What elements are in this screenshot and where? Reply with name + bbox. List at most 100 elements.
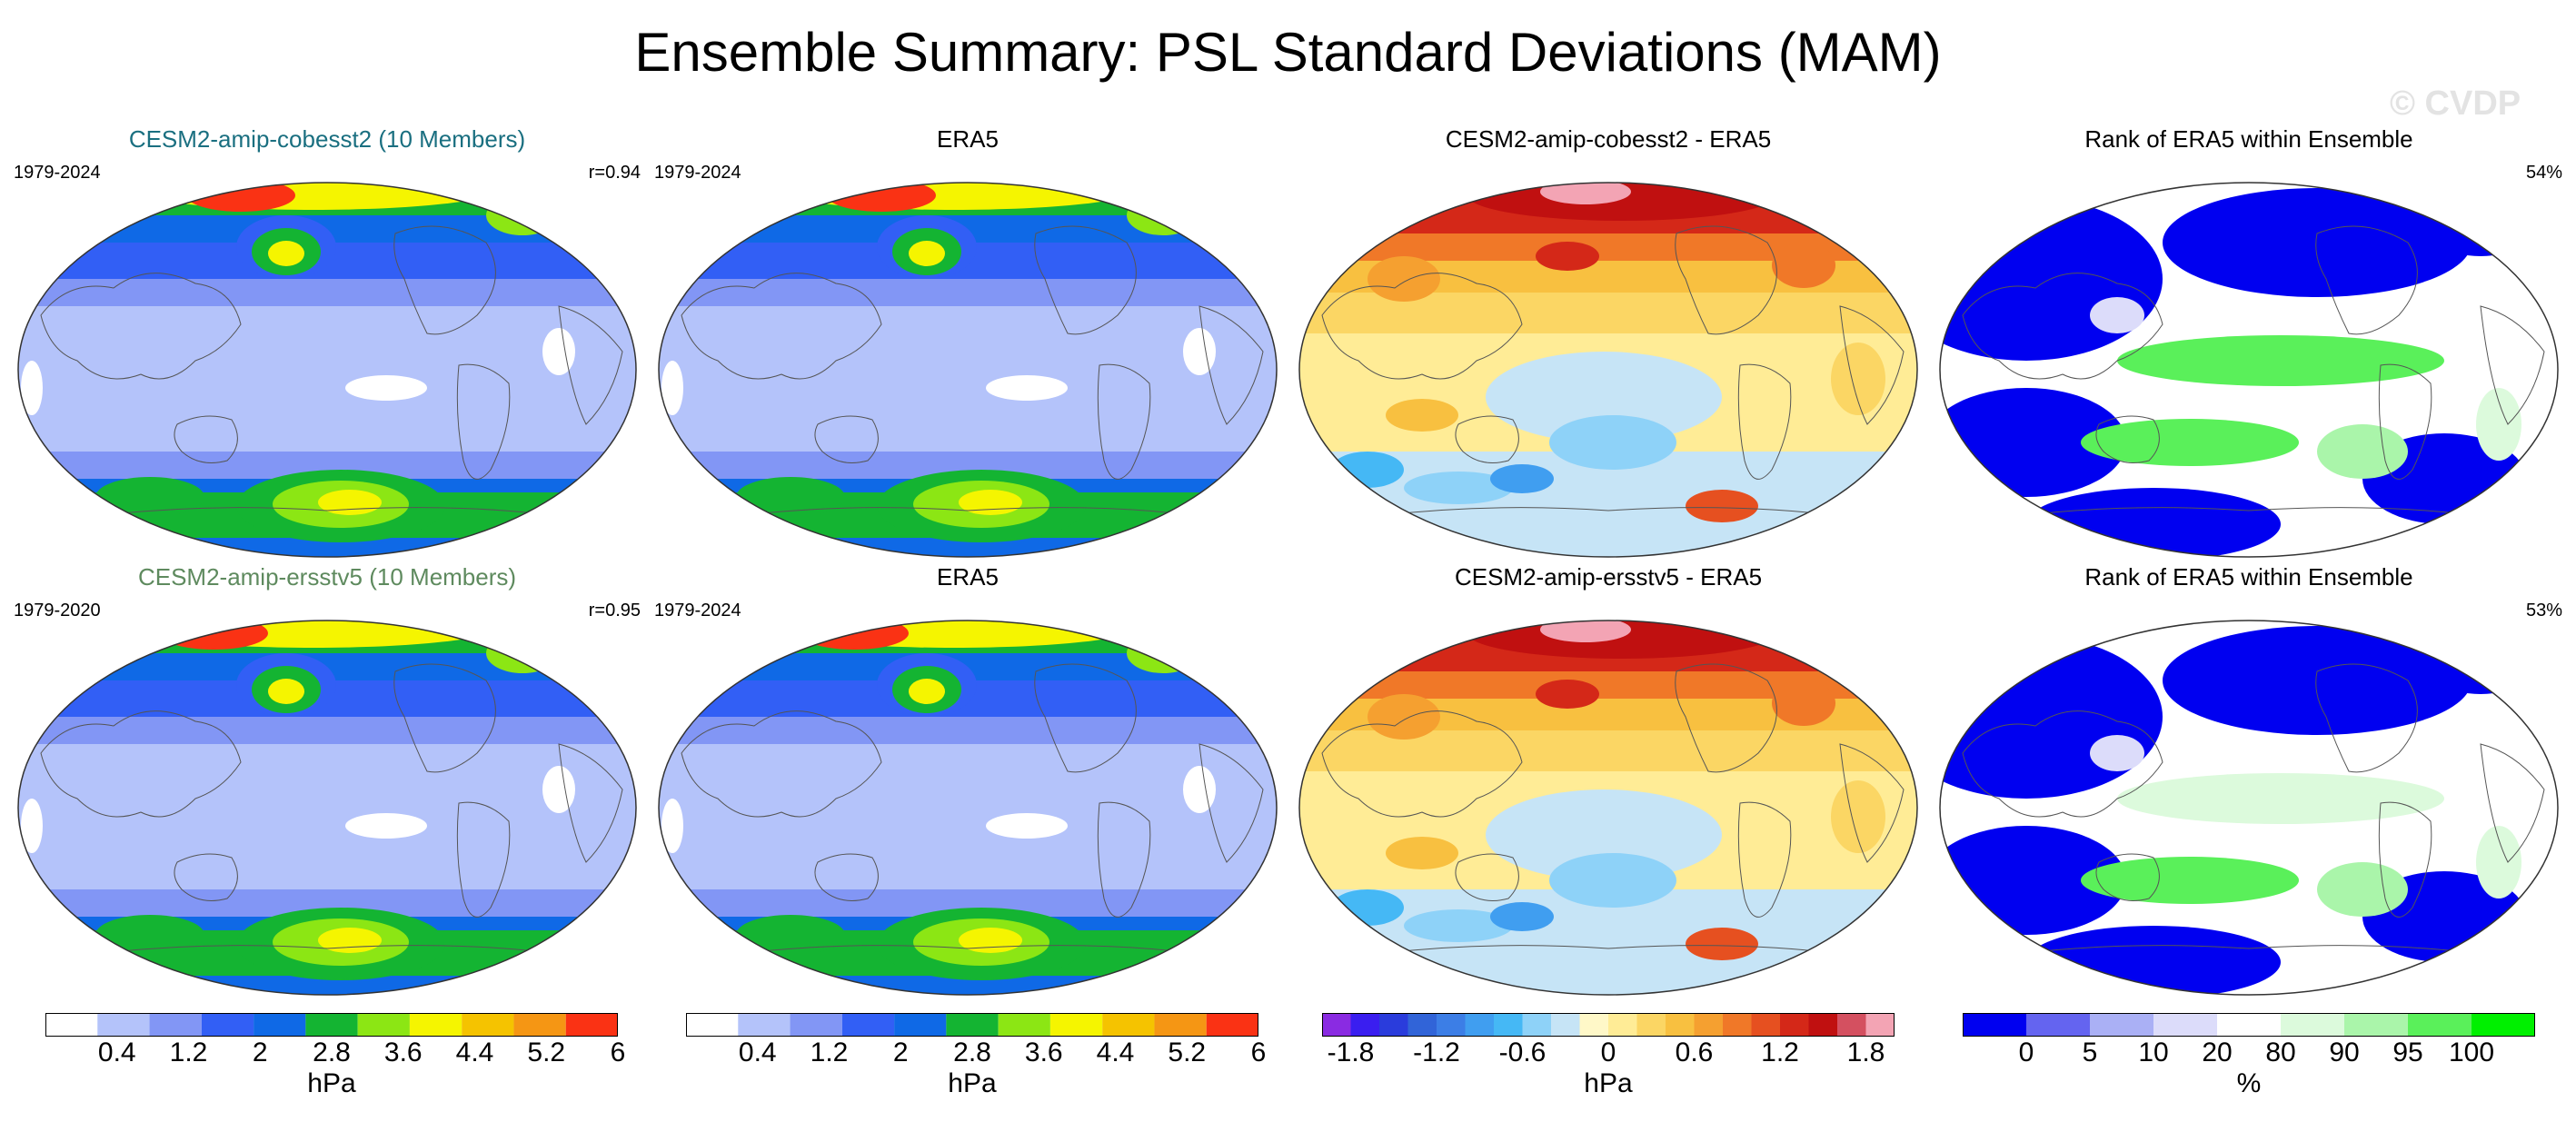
colorbar-tick-label: 4.4 bbox=[1096, 1038, 1135, 1067]
std-map bbox=[658, 182, 1278, 558]
colorbar-box bbox=[1407, 1013, 1437, 1037]
panel-title: Rank of ERA5 within Ensemble bbox=[2084, 563, 2413, 591]
colorbar-box bbox=[1465, 1013, 1494, 1037]
colorbar-std-left: hPa 0.4 1.2 2 2.8 3.6 4.4 5.2 6 bbox=[45, 1013, 625, 1122]
colorbar-box bbox=[1154, 1013, 1207, 1037]
panel-title: CESM2-amip-cobesst2 (10 Members) bbox=[128, 125, 526, 153]
colorbar-box bbox=[409, 1013, 462, 1037]
colorbar-box bbox=[1206, 1013, 1258, 1037]
colorbar-box bbox=[97, 1013, 150, 1037]
colorbar-tick-label: 95 bbox=[2392, 1038, 2423, 1067]
colorbar-box bbox=[1808, 1013, 1837, 1037]
period-label: 1979-2020 bbox=[14, 601, 101, 621]
cvdp-watermark: © CVDP bbox=[2390, 84, 2521, 123]
difference-map bbox=[1298, 620, 1918, 996]
panel-title: CESM2-amip-ersstv5 - ERA5 bbox=[1454, 563, 1763, 591]
colorbar-box bbox=[1608, 1013, 1637, 1037]
colorbar-boxes bbox=[1322, 1013, 1895, 1037]
colorbar-box bbox=[565, 1013, 618, 1037]
colorbar-box bbox=[254, 1013, 306, 1037]
colorbar-box bbox=[1522, 1013, 1551, 1037]
panel-title: ERA5 bbox=[937, 563, 999, 591]
correlation-label: r=0.94 bbox=[588, 163, 641, 183]
panel-ersstv5-diff: CESM2-amip-ersstv5 - ERA5 bbox=[1295, 561, 1922, 997]
std-map bbox=[658, 620, 1278, 996]
colorbar-box bbox=[1437, 1013, 1466, 1037]
colorbar-tick-label: 90 bbox=[2329, 1038, 2360, 1067]
colorbar-box bbox=[790, 1013, 842, 1037]
correlation-label: r=0.95 bbox=[588, 601, 641, 621]
period-label: 1979-2024 bbox=[654, 163, 741, 183]
colorbar-box bbox=[2472, 1013, 2535, 1037]
colorbar-difference: hPa -1.8 -1.2 -0.6 0 0.6 1.2 1.8 bbox=[1322, 1013, 1895, 1122]
colorbar-box bbox=[1551, 1013, 1580, 1037]
colorbar-tick-label: 3.6 bbox=[1024, 1038, 1063, 1067]
panel-title: ERA5 bbox=[937, 125, 999, 153]
colorbar-tick-label: -1.8 bbox=[1327, 1038, 1375, 1067]
colorbar-box bbox=[946, 1013, 999, 1037]
colorbar-box bbox=[1837, 1013, 1866, 1037]
colorbar-boxes bbox=[45, 1013, 618, 1037]
period-label: 1979-2024 bbox=[14, 163, 101, 183]
colorbar-std-right: hPa 0.4 1.2 2 2.8 3.6 4.4 5.2 6 bbox=[686, 1013, 1266, 1122]
colorbar-rank: % 0 5 10 20 80 90 95 100 bbox=[1963, 1013, 2535, 1122]
colorbar-box bbox=[2153, 1013, 2217, 1037]
colorbar-tick-label: 0.4 bbox=[97, 1038, 136, 1067]
figure-title: Ensemble Summary: PSL Standard Deviation… bbox=[634, 22, 1942, 83]
colorbar-tick-label: 2.8 bbox=[953, 1038, 991, 1067]
panel-title: CESM2-amip-ersstv5 (10 Members) bbox=[137, 563, 517, 591]
colorbar-tick-label: -1.2 bbox=[1413, 1038, 1460, 1067]
colorbar-box bbox=[2217, 1013, 2281, 1037]
panel-cobesst2-std: CESM2-amip-cobesst2 (10 Members) 1979-20… bbox=[14, 123, 641, 559]
colorbar-box bbox=[1049, 1013, 1103, 1037]
colorbar-tick-label: 2 bbox=[892, 1038, 909, 1067]
colorbar-box bbox=[841, 1013, 895, 1037]
colorbar-tick-label: 3.6 bbox=[383, 1038, 423, 1067]
colorbar-box bbox=[357, 1013, 410, 1037]
panel-cobesst2-rank: Rank of ERA5 within Ensemble 54% bbox=[1935, 123, 2562, 559]
panel-title: Rank of ERA5 within Ensemble bbox=[2084, 125, 2413, 153]
rank-percent-label: 53% bbox=[2525, 601, 2562, 621]
period-label: 1979-2024 bbox=[654, 601, 741, 621]
colorbar-boxes bbox=[1963, 1013, 2535, 1037]
colorbar-box bbox=[738, 1013, 791, 1037]
panel-ersstv5-rank: Rank of ERA5 within Ensemble 53% bbox=[1935, 561, 2562, 997]
colorbar-box bbox=[1102, 1013, 1155, 1037]
colorbar-tick-label: 4.4 bbox=[455, 1038, 494, 1067]
colorbar-tick-label: 0.4 bbox=[738, 1038, 777, 1067]
colorbar-boxes bbox=[686, 1013, 1258, 1037]
std-map bbox=[17, 620, 637, 996]
colorbar-box bbox=[1780, 1013, 1809, 1037]
colorbar-box bbox=[2026, 1013, 2090, 1037]
colorbar-box bbox=[1963, 1013, 2026, 1037]
colorbar-tick-label: 0 bbox=[1600, 1038, 1616, 1067]
colorbar-tick-label: 1.2 bbox=[810, 1038, 849, 1067]
colorbar-tick-label: 1.8 bbox=[1846, 1038, 1885, 1067]
colorbar-box bbox=[1636, 1013, 1666, 1037]
colorbar-tick-label: 5.2 bbox=[527, 1038, 566, 1067]
colorbar-unit: hPa bbox=[307, 1068, 356, 1098]
colorbar-tick-label: 5 bbox=[2082, 1038, 2098, 1067]
panel-era5-std-2: ERA5 1979-2024 bbox=[654, 561, 1281, 997]
colorbar-tick-label: 100 bbox=[2448, 1038, 2495, 1067]
colorbar-tick-label: 0.6 bbox=[1675, 1038, 1714, 1067]
panel-era5-std: ERA5 1979-2024 bbox=[654, 123, 1281, 559]
colorbar-tick-label: 80 bbox=[2265, 1038, 2296, 1067]
colorbar-box bbox=[998, 1013, 1050, 1037]
colorbar-box bbox=[2408, 1013, 2472, 1037]
colorbar-tick-label: -0.6 bbox=[1498, 1038, 1547, 1067]
colorbar-box bbox=[894, 1013, 947, 1037]
std-map bbox=[17, 182, 637, 558]
panel-ersstv5-std: CESM2-amip-ersstv5 (10 Members) 1979-202… bbox=[14, 561, 641, 997]
colorbar-tick-label: 1.2 bbox=[169, 1038, 208, 1067]
colorbar-box bbox=[686, 1013, 739, 1037]
colorbar-box bbox=[2090, 1013, 2153, 1037]
colorbar-box bbox=[1694, 1013, 1723, 1037]
colorbar-unit: hPa bbox=[948, 1068, 997, 1098]
colorbar-tick-label: 10 bbox=[2138, 1038, 2169, 1067]
colorbar-box bbox=[513, 1013, 566, 1037]
colorbar-box bbox=[201, 1013, 254, 1037]
rank-percent-label: 54% bbox=[2525, 163, 2562, 183]
colorbar-tick-label: 5.2 bbox=[1168, 1038, 1207, 1067]
colorbar-box bbox=[1723, 1013, 1752, 1037]
